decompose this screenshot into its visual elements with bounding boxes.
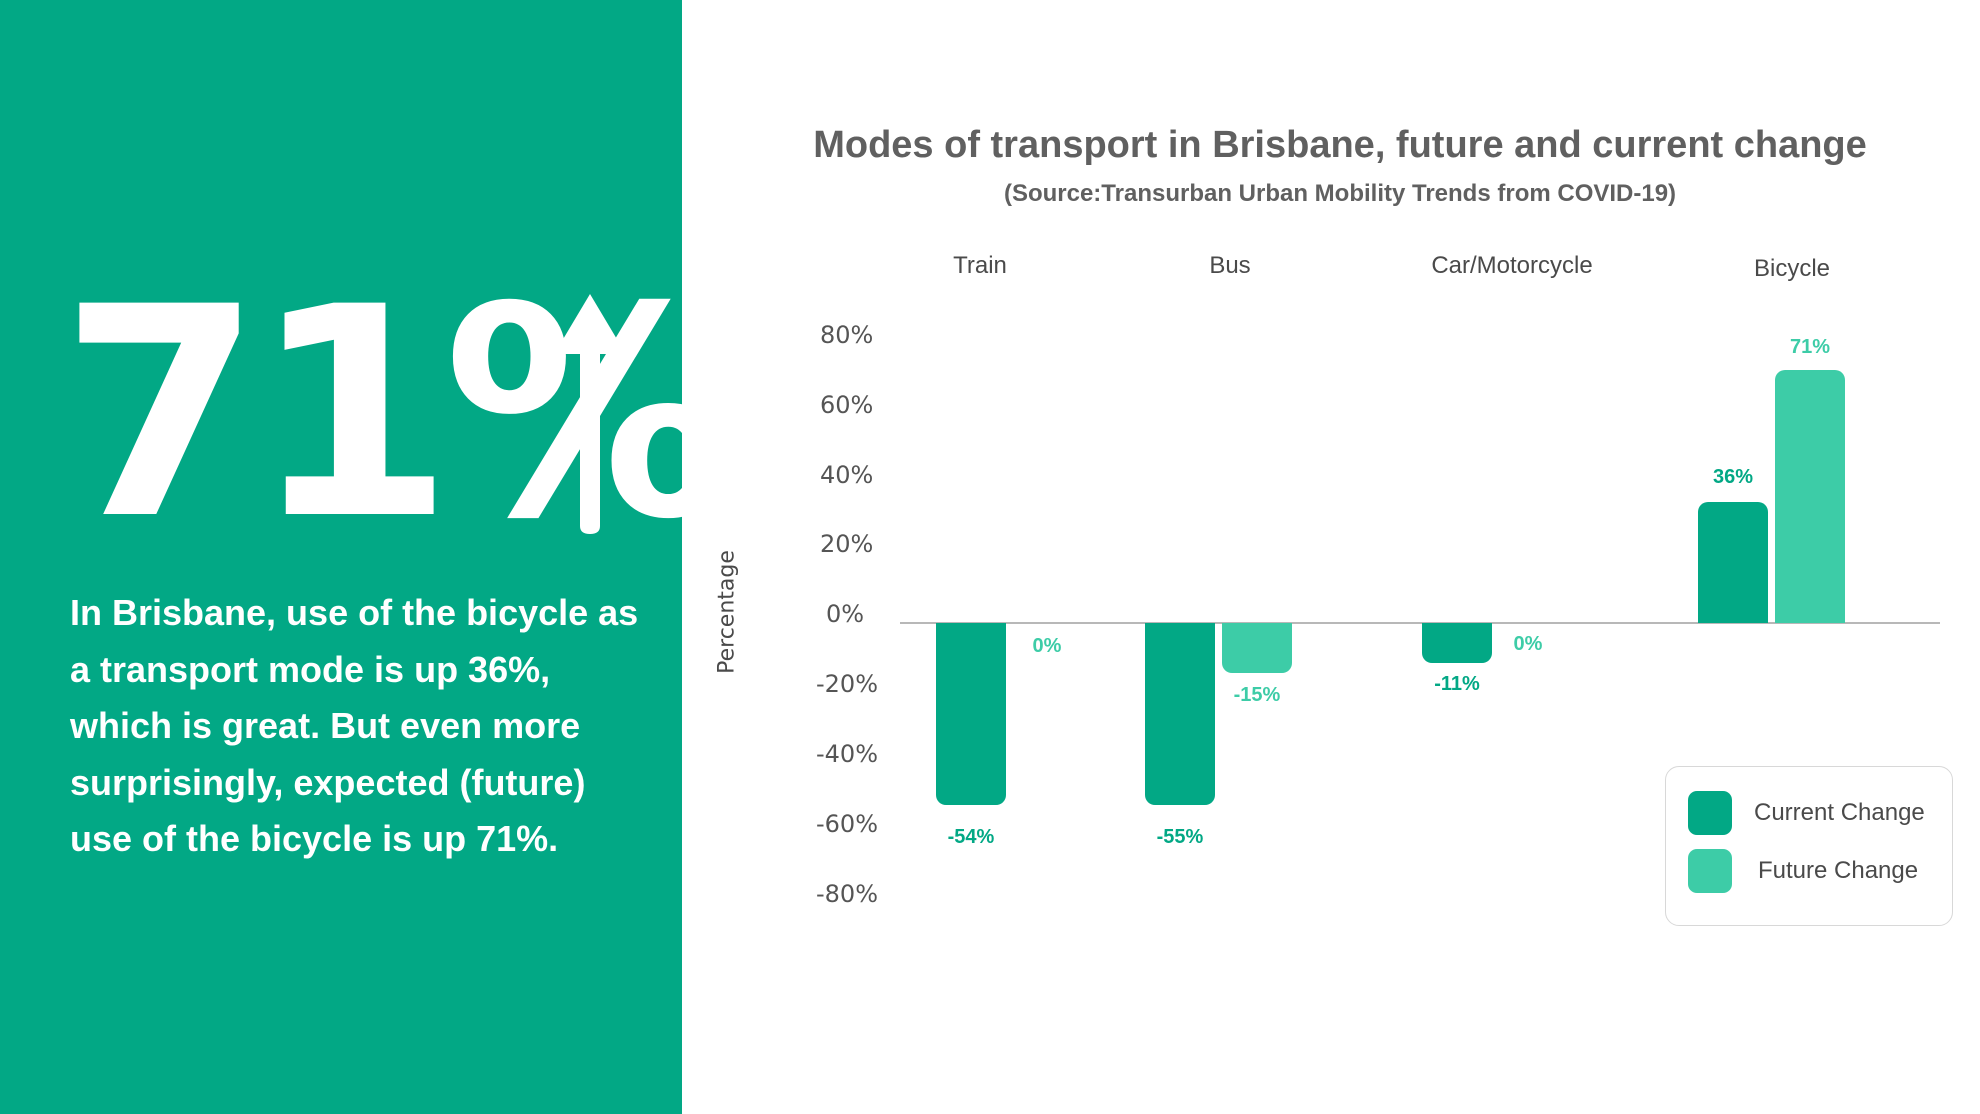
legend-item-future-change: Future Change [1688, 849, 1918, 893]
bar-bicycle-future [1775, 370, 1845, 623]
chart-legend: Current Change Future Change [1665, 766, 1953, 926]
summary-line: use of the bicycle is up 71%. [70, 818, 559, 859]
y-tick: -40% [816, 740, 879, 768]
summary-text: In Brisbane, use of the bicycle as a tra… [70, 585, 670, 868]
big-stat-value: 71% [60, 246, 734, 583]
future-change-swatch [1688, 849, 1732, 893]
chart-title: Modes of transport in Brisbane, future a… [813, 124, 1867, 166]
value-label-car-future: 0% [1513, 633, 1543, 655]
legend-item-current-change: Current Change [1688, 791, 1925, 835]
y-tick: -60% [816, 810, 879, 838]
value-label-bus-current: -55% [1156, 826, 1204, 848]
value-label-train-current: -54% [947, 826, 995, 848]
legend-label: Future Change [1758, 857, 1919, 884]
category-label-bicycle: Bicycle [1753, 255, 1831, 282]
bar-train-current [936, 623, 1006, 805]
up-arrow-icon [558, 294, 622, 534]
current-change-swatch [1688, 791, 1732, 835]
y-tick: 0% [826, 600, 865, 628]
y-tick: -80% [816, 880, 879, 908]
highlight-panel: 71% In Brisbane, use of the bicycle as a… [0, 0, 734, 1114]
bar-bus-future [1222, 623, 1292, 673]
summary-line: surprisingly, expected (future) [70, 761, 586, 803]
bar-bicycle-current [1698, 502, 1768, 623]
value-label-train-future: 0% [1032, 635, 1062, 657]
zero-axis-line [900, 622, 1940, 624]
category-label-bus: Bus [1209, 252, 1251, 279]
summary-line: In Brisbane, use of the bicycle as [70, 592, 639, 633]
bar-bus-current [1145, 623, 1215, 805]
summary-line: which is great. But even more [70, 705, 581, 746]
value-label-bicycle-future: 71% [1789, 336, 1831, 358]
y-tick: -20% [816, 670, 879, 698]
value-label-car-current: -11% [1434, 673, 1480, 695]
y-tick: 60% [820, 391, 874, 419]
legend-label: Current Change [1754, 799, 1925, 826]
category-label-car-motorcycle: Car/Motorcycle [1431, 252, 1593, 279]
chart-subtitle: (Source:Transurban Urban Mobility Trends… [1003, 180, 1677, 207]
y-tick: 40% [820, 461, 874, 489]
value-label-bicycle-current: 36% [1712, 466, 1754, 488]
category-label-train: Train [953, 252, 1007, 279]
y-tick: 80% [820, 321, 874, 349]
bar-car-current [1422, 623, 1492, 663]
value-label-bus-future: -15% [1233, 684, 1281, 706]
y-tick: 20% [820, 530, 874, 558]
summary-line: a transport mode is up 36%, [70, 648, 551, 690]
y-axis-label: Percentage [714, 550, 740, 674]
